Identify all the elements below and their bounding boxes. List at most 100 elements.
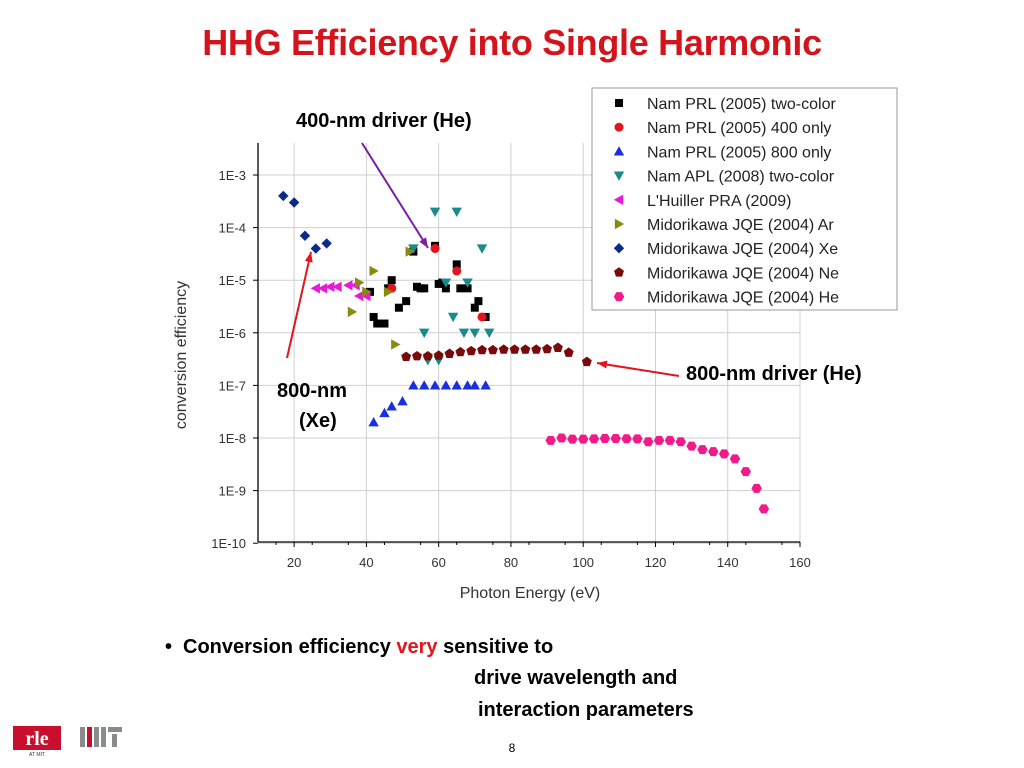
legend-marker [613,292,625,302]
data-point [484,328,495,338]
data-point [469,328,480,338]
data-point [462,278,473,288]
data-point [447,312,459,323]
data-point [373,319,382,328]
data-point [697,445,708,455]
data-point [422,350,433,361]
data-point [408,244,419,254]
data-point [369,312,378,321]
legend-entry: Midorikawa JQE (2004) Ar [647,217,834,234]
y-axis-label: conversion efficiency [173,281,190,429]
data-point [542,343,553,354]
arrow-800nm-he-head [597,360,608,369]
data-point [391,339,401,350]
data-point [729,454,741,464]
data-point [441,284,450,293]
data-point [444,348,455,358]
data-point [469,380,480,390]
x-tick-label: 80 [504,555,518,570]
data-point [487,344,498,355]
arrow-400nm-he [361,142,429,249]
data-point [452,266,462,276]
data-point [369,265,379,277]
y-tick-label: 1E-7 [219,378,246,393]
data-point [440,278,452,288]
annotation-800nm-he: 800-nm driver (He) [686,363,862,385]
data-point [412,350,422,361]
y-tick-label: 1E-9 [219,484,246,499]
data-point [588,434,600,444]
data-point [531,344,542,354]
chart-marks [278,190,770,514]
data-point [466,345,477,356]
data-point [452,260,461,269]
annotation-400nm-he: 400-nm driver (He) [296,110,472,132]
data-point [567,434,578,444]
data-point [394,303,403,312]
legend-marker [614,267,624,277]
data-point [401,351,412,361]
legend-marker [614,122,624,132]
data-point [380,319,389,328]
legend-marker [613,146,625,156]
data-point [758,504,770,514]
x-tick-label: 160 [789,555,811,570]
data-point [451,380,462,390]
data-point [664,435,676,445]
x-tick-label: 60 [431,555,445,570]
rle-logo-subtext: AT MIT [29,752,45,758]
data-point [317,283,328,294]
data-point [556,433,567,443]
legend-marker [614,218,625,230]
y-tick-label: 1E-6 [219,326,246,341]
data-point [463,284,472,293]
data-point [429,207,441,217]
data-point [610,433,621,443]
data-point [419,380,430,390]
legend-entry: Nam APL (2008) two-color [647,169,835,186]
data-point [477,312,487,322]
annotation-800nm-xe-line2: (Xe) [299,410,337,432]
y-tick-label: 1E-10 [211,536,246,551]
data-point [581,356,592,367]
rle-logo-text: rle [25,728,48,750]
data-point [355,277,365,288]
x-tick-label: 20 [287,555,301,570]
data-point [420,284,429,293]
legend-entry: Nam PRL (2005) two-color [647,96,836,113]
data-point [347,306,358,318]
bullet-text-part1: Conversion efficiency [183,636,397,658]
data-point [362,286,372,298]
x-axis-label: Photon Energy (eV) [460,585,601,602]
slide-title: HHG Efficiency into Single Harmonic [202,22,822,63]
y-tick-label: 1E-3 [219,168,246,183]
data-point [455,346,466,357]
data-point [397,396,408,406]
data-point [470,303,479,312]
data-point [440,380,452,390]
data-point [621,434,632,444]
legend-entry: Nam PRL (2005) 400 only [647,120,831,137]
data-point [278,190,289,202]
data-point [708,447,719,457]
data-point [310,283,320,294]
legend-entry: Midorikawa JQE (2004) He [647,290,839,307]
series-5 [347,246,415,350]
data-point [386,401,397,411]
data-point [332,281,342,292]
x-tick-label: 40 [359,555,373,570]
data-point [480,380,491,390]
data-point [552,342,563,352]
data-point [563,347,574,357]
legend-box [591,87,898,311]
data-point [462,380,473,390]
data-point [599,433,611,443]
x-tick-label: 140 [717,555,739,570]
data-point [751,483,762,493]
data-point [578,434,589,444]
data-point [321,238,332,249]
data-point [383,286,394,298]
data-point [299,230,311,241]
series-6 [278,190,332,254]
